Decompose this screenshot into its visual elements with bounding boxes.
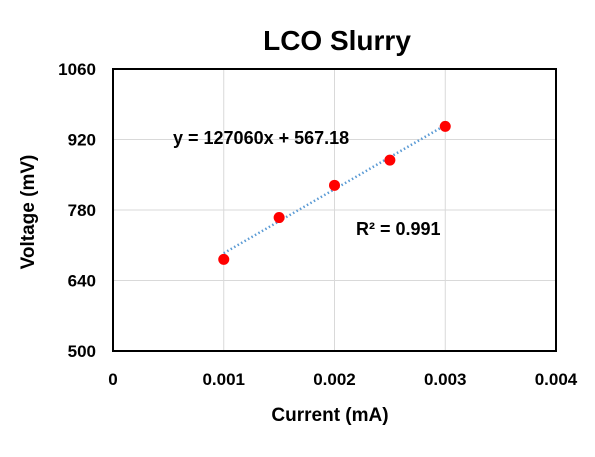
plot-area [112, 68, 557, 352]
data-point [273, 212, 285, 224]
data-points [218, 120, 451, 265]
x-tick-label: 0.004 [535, 370, 578, 389]
y-tick-label: 640 [68, 272, 96, 291]
chart-title: LCO Slurry [263, 25, 411, 56]
x-axis-label: Current (mA) [271, 405, 388, 426]
trendline [223, 124, 446, 255]
y-tick-labels: 500 640 780 920 1060 [58, 60, 96, 361]
data-point [384, 154, 396, 166]
data-point [329, 179, 340, 191]
y-tick-label: 1060 [58, 60, 96, 79]
x-tick-labels: 0 0.001 0.002 0.003 0.004 [108, 370, 578, 389]
r-squared-label: R² = 0.991 [356, 219, 441, 239]
trendline-equation: y = 127060x + 567.18 [173, 128, 349, 148]
trendline-group [223, 124, 446, 255]
y-tick-label: 920 [68, 131, 96, 150]
x-tick-label: 0.001 [202, 370, 245, 389]
x-tick-label: 0 [108, 370, 117, 389]
y-tick-label: 780 [68, 201, 96, 220]
grid-lines [113, 69, 556, 351]
x-tick-label: 0.003 [424, 370, 467, 389]
data-point [439, 120, 451, 132]
data-point [218, 253, 230, 265]
y-tick-label: 500 [68, 342, 96, 361]
x-tick-label: 0.002 [313, 370, 356, 389]
y-axis-label: Voltage (mV) [18, 155, 39, 270]
